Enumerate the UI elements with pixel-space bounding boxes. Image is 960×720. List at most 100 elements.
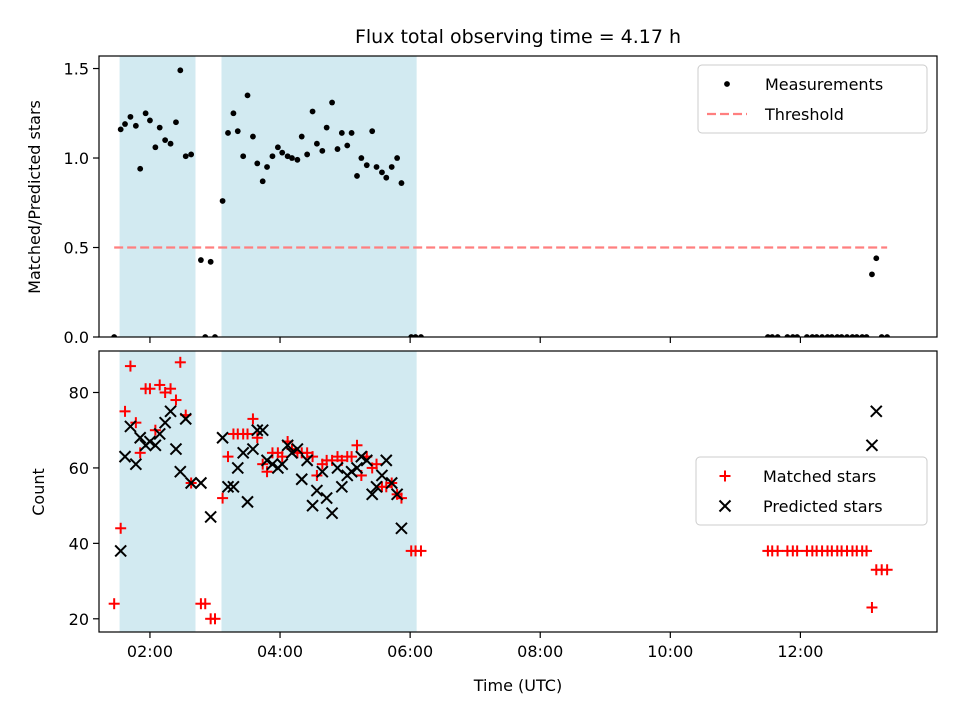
predicted-star-point — [164, 405, 177, 418]
predicted-star-point — [350, 461, 364, 475]
matched-star-point — [261, 466, 273, 478]
measurement-point — [358, 155, 365, 161]
measurement-point — [207, 258, 214, 265]
matched-star-point — [346, 451, 358, 463]
measurement-point — [162, 137, 169, 144]
predicted-star-point — [256, 424, 269, 437]
predicted-star-point — [325, 506, 339, 520]
matched-star-point — [861, 545, 873, 557]
y-tick-label: 1.5 — [64, 60, 89, 79]
bottom-y-axis-label: Count — [29, 468, 48, 516]
predicted-star-point — [870, 405, 883, 418]
predicted-star-point — [149, 439, 162, 452]
matched-star-point — [772, 545, 784, 557]
shaded-interval — [221, 56, 417, 337]
measurement-point — [869, 271, 875, 278]
legend-box — [697, 64, 928, 134]
measurement-point — [142, 110, 149, 117]
measurement-point — [230, 110, 237, 117]
measurement-point — [834, 334, 841, 337]
measurement-point — [137, 165, 144, 172]
measurement-point — [182, 153, 189, 160]
measurement-point — [259, 178, 266, 185]
legend: Measurements Threshold — [697, 64, 928, 134]
legend-label: Predicted stars — [763, 497, 883, 516]
predicted-star-point — [124, 420, 137, 433]
matched-star-point — [222, 451, 234, 463]
measurement-point — [878, 334, 885, 337]
legend-label: Matched stars — [763, 467, 876, 486]
top-y-axis-label: Matched/Predicted stars — [25, 100, 44, 294]
x-tick-label: 06:00 — [387, 642, 433, 661]
measurement-point — [127, 113, 134, 120]
measurement-point — [379, 169, 385, 176]
measurement-point — [219, 198, 226, 204]
predicted-star-point — [365, 488, 379, 501]
predicted-star-point — [133, 431, 147, 444]
measurement-point — [234, 128, 241, 135]
predicted-star-point — [295, 473, 308, 486]
predicted-star-point — [143, 435, 157, 448]
matched-star-point — [154, 379, 166, 391]
predicted-star-point — [331, 461, 344, 475]
predicted-star-point — [118, 450, 132, 463]
predicted-star-point — [320, 491, 333, 505]
predicted-star-point — [310, 484, 324, 497]
matched-star-point — [170, 394, 182, 406]
measurement-point — [298, 133, 305, 140]
measurement-point — [240, 153, 247, 160]
predicted-star-point — [236, 446, 250, 460]
matched-star-point — [130, 417, 142, 429]
predicted-star-point — [129, 457, 143, 471]
measurement-point — [284, 153, 291, 160]
measurement-point — [314, 140, 320, 147]
measurement-point — [304, 151, 311, 158]
y-tick-label: 40 — [69, 534, 89, 553]
predicted-star-point — [355, 450, 368, 463]
y-tick-label: 0.0 — [64, 328, 89, 347]
predicted-star-point — [390, 488, 404, 501]
measurement-point — [363, 162, 370, 169]
measurement-point — [418, 334, 424, 337]
matched-star-point — [199, 598, 211, 610]
x-tick-label: 04:00 — [257, 642, 303, 661]
predicted-star-point — [179, 412, 192, 426]
matched-star-point — [247, 413, 259, 425]
predicted-star-point — [184, 476, 198, 490]
measurement-point — [279, 149, 286, 156]
matched-star-point — [119, 405, 131, 417]
matched-star-point — [217, 492, 229, 504]
measurement-point — [394, 155, 401, 161]
matched-star-point — [108, 598, 120, 610]
predicted-star-point — [385, 476, 398, 490]
measurement-point — [408, 334, 415, 337]
predicted-star-point — [360, 454, 373, 467]
x-tick-label: 10:00 — [647, 642, 693, 661]
measurement-point — [250, 133, 256, 140]
measurement-point — [319, 147, 326, 154]
measurement-point — [152, 144, 159, 151]
matched-star-point — [124, 360, 136, 372]
predicted-star-point — [204, 510, 217, 524]
predicted-star-point — [231, 461, 244, 475]
measurement-point — [844, 334, 850, 337]
measurement-point — [794, 334, 801, 337]
measurement-point — [338, 130, 345, 136]
measurement-point — [289, 155, 295, 161]
shaded-interval — [119, 56, 196, 337]
measurement-point — [789, 334, 796, 337]
measurement-point — [202, 334, 209, 337]
measurement-point — [274, 144, 281, 151]
measurement-point — [294, 156, 301, 163]
predicted-star-point — [370, 480, 383, 493]
chart-title: Flux total observing time = 4.17 h — [355, 26, 681, 48]
measurement-point — [244, 92, 251, 99]
matched-star-point — [165, 383, 177, 395]
plot-area — [108, 356, 893, 625]
predicted-star-point — [281, 439, 294, 452]
matched-star-point — [115, 522, 127, 534]
predicted-star-point — [158, 416, 172, 429]
predicted-star-point — [300, 454, 314, 467]
predicted-star-point — [375, 469, 389, 482]
matched-star-point — [134, 447, 146, 459]
